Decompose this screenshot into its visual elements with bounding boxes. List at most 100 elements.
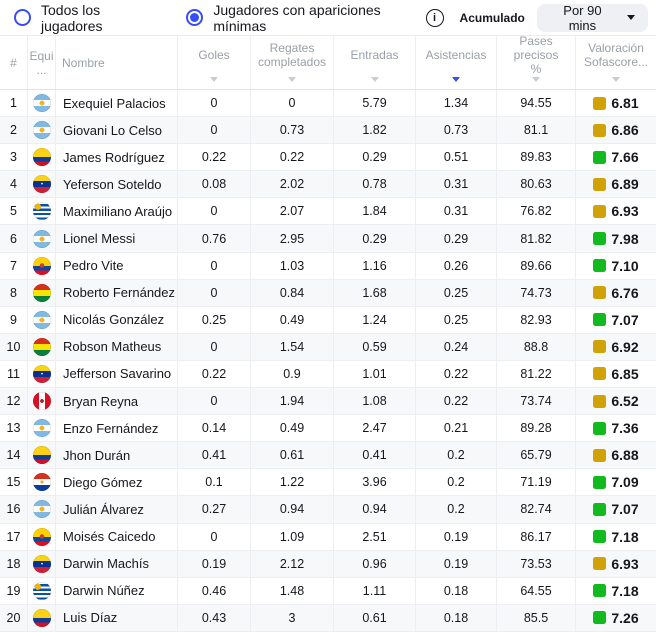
cell-rating: 6.93 (575, 198, 656, 225)
table-row[interactable]: 8 Roberto Fernández 0 0.84 1.68 0.25 74.73 6.76 (0, 279, 656, 307)
column-header-dribbles[interactable]: Regates completados (250, 36, 333, 89)
cell-rank: 4 (10, 177, 17, 192)
cell-assists: 0.29 (415, 225, 496, 252)
column-header-assists[interactable]: Asistencias (415, 36, 496, 89)
cell-rank: 20 (6, 610, 21, 625)
column-header-rating[interactable]: Valoración Sofascore... (575, 36, 656, 89)
info-icon[interactable] (425, 8, 444, 27)
cell-tackles: 1.16 (333, 252, 415, 279)
cell-assists: 0.2 (415, 496, 496, 523)
table-row[interactable]: 9 Nicolás González 0.25 0.49 1.24 0.25 82.93 7.… (0, 306, 656, 334)
table-row[interactable]: 17 Moisés Caicedo 0 1.09 2.51 0.19 86.17 7.18 (0, 523, 656, 551)
column-label-passes: Pases precisos % (513, 33, 559, 76)
cell-rating: 7.26 (575, 604, 656, 631)
cell-assists: 0.18 (415, 577, 496, 604)
rating-value: 7.10 (611, 257, 639, 274)
sort-icon[interactable] (452, 77, 460, 82)
cell-name: Robson Matheus (55, 333, 177, 360)
cell-team (27, 415, 55, 442)
column-label-dribbles: Regates completados (257, 40, 327, 69)
table-row[interactable]: 3 James Rodríguez 0.22 0.22 0.29 0.51 89.83 7.6… (0, 144, 656, 172)
flag-ecuador-icon (32, 527, 51, 546)
sort-icon[interactable] (288, 77, 296, 82)
radio-unselected-icon[interactable] (14, 9, 31, 26)
cell-goals: 0.43 (177, 604, 250, 631)
cell-tackles: 1.08 (333, 388, 415, 415)
table-row[interactable]: 4 Yeferson Soteldo 0.08 2.02 0.78 0.31 80.63 6.… (0, 171, 656, 199)
table-row[interactable]: 12 Bryan Reyna 0 1.94 1.08 0.22 73.74 6.52 (0, 388, 656, 416)
table-row[interactable]: 15 Diego Gómez 0.1 1.22 3.96 0.2 71.19 7.09 (0, 469, 656, 497)
cell-dribbles: 1.09 (250, 523, 333, 550)
rating-badge (593, 96, 607, 110)
flag-bolivia-icon (32, 283, 51, 302)
table-row[interactable]: 18 Darwin Machís 0.19 2.12 0.96 0.19 73.53 6.93 (0, 550, 656, 578)
cell-rank: 14 (6, 448, 21, 463)
table-row[interactable]: 14 Jhon Durán 0.41 0.61 0.41 0.2 65.79 6.88 (0, 442, 656, 470)
rating-badge (593, 259, 607, 273)
table-row[interactable]: 13 Enzo Fernández 0.14 0.49 2.47 0.21 89.28 7.3… (0, 415, 656, 443)
column-label-goals: Goles (198, 47, 230, 62)
rating-value: 7.18 (611, 582, 639, 599)
cell-dribbles: 1.54 (250, 333, 333, 360)
radio-all-players[interactable]: Todos los jugadores (14, 2, 158, 34)
flag-argentina-icon (32, 310, 51, 329)
per90-dropdown-value: Por 90 mins (563, 2, 602, 33)
table-row[interactable]: 11 Jefferson Savarino 0.22 0.9 1.01 0.22 81.22… (0, 360, 656, 389)
cell-name: Roberto Fernández (55, 279, 177, 306)
radio-min-appearances[interactable]: Jugadores con apariciones mínimas (186, 2, 425, 34)
cell-rank: 8 (10, 285, 17, 300)
table-row[interactable]: 6 Lionel Messi 0.76 2.95 0.29 0.29 81.82 7.98 (0, 225, 656, 253)
radio-selected-icon[interactable] (186, 9, 204, 26)
cell-dribbles: 1.94 (250, 388, 333, 415)
table-row[interactable]: 2 Giovani Lo Celso 0 0.73 1.82 0.73 81.1 6.86 (0, 117, 656, 145)
rating-value: 7.98 (611, 230, 639, 247)
per90-dropdown[interactable]: Por 90 mins (536, 2, 648, 33)
cell-tackles: 3.96 (333, 469, 415, 496)
cell-name: Maximiliano Araújo (55, 198, 177, 225)
rating-value: 6.89 (611, 176, 639, 193)
sort-icon[interactable] (612, 77, 620, 82)
table-row[interactable]: 1 Exequiel Palacios 0 0 5.79 1.34 94.55 6.81 (0, 90, 656, 118)
rating-badge (593, 150, 607, 164)
cell-team (27, 388, 55, 415)
cell-dribbles: 3 (250, 604, 333, 631)
cell-team (27, 442, 55, 469)
cell-assists: 0.24 (415, 333, 496, 360)
column-header-passes[interactable]: Pases precisos % (496, 33, 575, 89)
flag-argentina-icon (32, 94, 51, 113)
flag-colombia-icon (32, 446, 51, 465)
filter-bar: Todos los jugadores Jugadores con aparic… (0, 0, 656, 36)
cell-assists: 0.2 (415, 469, 496, 496)
column-header-goals[interactable]: Goles (177, 36, 250, 89)
cell-rating: 7.18 (575, 577, 656, 604)
cell-assists: 0.18 (415, 604, 496, 631)
rating-badge (593, 421, 607, 435)
cell-rating: 6.52 (575, 388, 656, 415)
flag-argentina-icon (32, 419, 51, 438)
cell-rating: 7.18 (575, 523, 656, 550)
cell-goals: 0 (177, 388, 250, 415)
cell-assists: 1.34 (415, 90, 496, 117)
cell-team (27, 360, 55, 388)
table-row[interactable]: 20 Luis Díaz 0.43 3 0.61 0.18 85.5 7.26 (0, 604, 656, 632)
rating-badge (593, 394, 607, 408)
table-row[interactable]: 19 Darwin Núñez 0.46 1.48 1.11 0.18 64.55 7.18 (0, 577, 656, 605)
cell-rating: 6.81 (575, 90, 656, 117)
column-header-tackles[interactable]: Entradas (333, 36, 415, 89)
sort-icon[interactable] (210, 77, 218, 82)
cell-rank: 7 (10, 258, 17, 273)
sort-icon[interactable] (532, 77, 540, 82)
cell-goals: 0 (177, 252, 250, 279)
cell-passes: 94.55 (496, 90, 575, 117)
table-row[interactable]: 16 Julián Álvarez 0.27 0.94 0.94 0.2 82.74 7.07 (0, 496, 656, 524)
cell-rank: 15 (6, 475, 21, 490)
table-row[interactable]: 5 Maximiliano Araújo 0 2.07 1.84 0.31 76.82 6.9… (0, 198, 656, 226)
table-row[interactable]: 10 Robson Matheus 0 1.54 0.59 0.24 88.8 6.92 (0, 333, 656, 361)
flag-uruguay-icon (32, 581, 51, 600)
sort-icon[interactable] (370, 77, 379, 82)
cell-dribbles: 2.07 (250, 198, 333, 225)
cell-dribbles: 0.84 (250, 279, 333, 306)
cell-passes: 81.22 (496, 360, 575, 388)
table-row[interactable]: 7 Pedro Vite 0 1.03 1.16 0.26 89.66 7.10 (0, 252, 656, 280)
rating-value: 7.07 (611, 501, 639, 518)
